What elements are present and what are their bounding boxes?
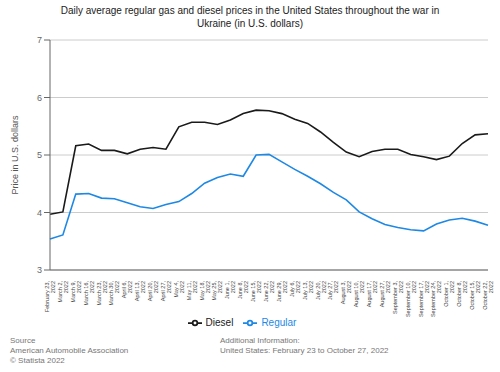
svg-text:August 10,2022: August 10,2022 (353, 281, 365, 308)
svg-text:April 27,2022: April 27,2022 (160, 281, 172, 302)
svg-text:August 3,2022: August 3,2022 (340, 281, 352, 305)
svg-text:March 2,2022: March 2,2022 (57, 281, 69, 303)
svg-text:June 1,2022: June 1,2022 (224, 281, 236, 300)
svg-text:March 16,2022: March 16,2022 (83, 281, 95, 306)
svg-text:September 24,2022: September 24,2022 (430, 281, 442, 318)
svg-text:May 11,2022: May 11,2022 (186, 281, 198, 301)
svg-text:August 27,2022: August 27,2022 (379, 281, 391, 308)
svg-text:August 17,2022: August 17,2022 (366, 281, 378, 308)
svg-text:October 8,2022: October 8,2022 (456, 281, 468, 307)
svg-text:June 8,2022: June 8,2022 (237, 281, 249, 300)
svg-text:May 18,2022: May 18,2022 (199, 281, 211, 301)
svg-text:September 10,2022: September 10,2022 (405, 281, 417, 318)
svg-text:6: 6 (37, 93, 42, 103)
svg-text:4: 4 (37, 208, 42, 218)
html-text:Source American Automobile Ass: Source American Automobile Association ©… (10, 336, 129, 365)
svg-text:7: 7 (37, 35, 42, 45)
svg-text:June 29,2022: June 29,2022 (276, 281, 288, 303)
html-text:Diesel: Diesel (205, 316, 234, 328)
svg-text:July 27,2022: July 27,2022 (327, 281, 339, 300)
svg-text:February 23,2022: February 23,2022 (44, 281, 56, 313)
svg-text:March 9,2022: March 9,2022 (70, 281, 82, 303)
svg-text:April 6,2022: April 6,2022 (121, 281, 133, 299)
svg-text:September 3,2022: September 3,2022 (392, 281, 404, 314)
svg-text:3: 3 (37, 265, 42, 275)
svg-text:July 13,2022: July 13,2022 (302, 281, 314, 300)
svg-text:May 4,2022: May 4,2022 (173, 281, 185, 298)
svg-text:March 23,2022: March 23,2022 (96, 281, 108, 306)
svg-text:April 20,2022: April 20,2022 (147, 281, 159, 302)
svg-text:May 25,2022: May 25,2022 (211, 281, 223, 301)
svg-text:April 13,2022: April 13,2022 (134, 281, 146, 302)
html-text:Regular: Regular (261, 316, 297, 328)
svg-text:5: 5 (37, 150, 42, 160)
svg-text:July 20,2022: July 20,2022 (315, 281, 327, 300)
svg-text:October 15,2022: October 15,2022 (469, 281, 481, 310)
html-text:Daily average regular gas and: Daily average regular gas and diesel pri… (60, 5, 440, 29)
svg-text:June 22,2022: June 22,2022 (263, 281, 275, 303)
svg-text:October 1,2022: October 1,2022 (443, 281, 455, 307)
svg-text:October 22,2022: October 22,2022 (482, 281, 492, 310)
svg-text:July 6,2022: July 6,2022 (289, 281, 301, 297)
svg-text:Price in U.S. dollars: Price in U.S. dollars (10, 115, 20, 195)
html-text:Additional Information: United: Additional Information: United States: F… (220, 336, 389, 355)
svg-text:September 17,2022: September 17,2022 (418, 281, 430, 318)
svg-text:June 15,2022: June 15,2022 (250, 281, 262, 303)
svg-text:March 30,2022: March 30,2022 (108, 281, 120, 306)
